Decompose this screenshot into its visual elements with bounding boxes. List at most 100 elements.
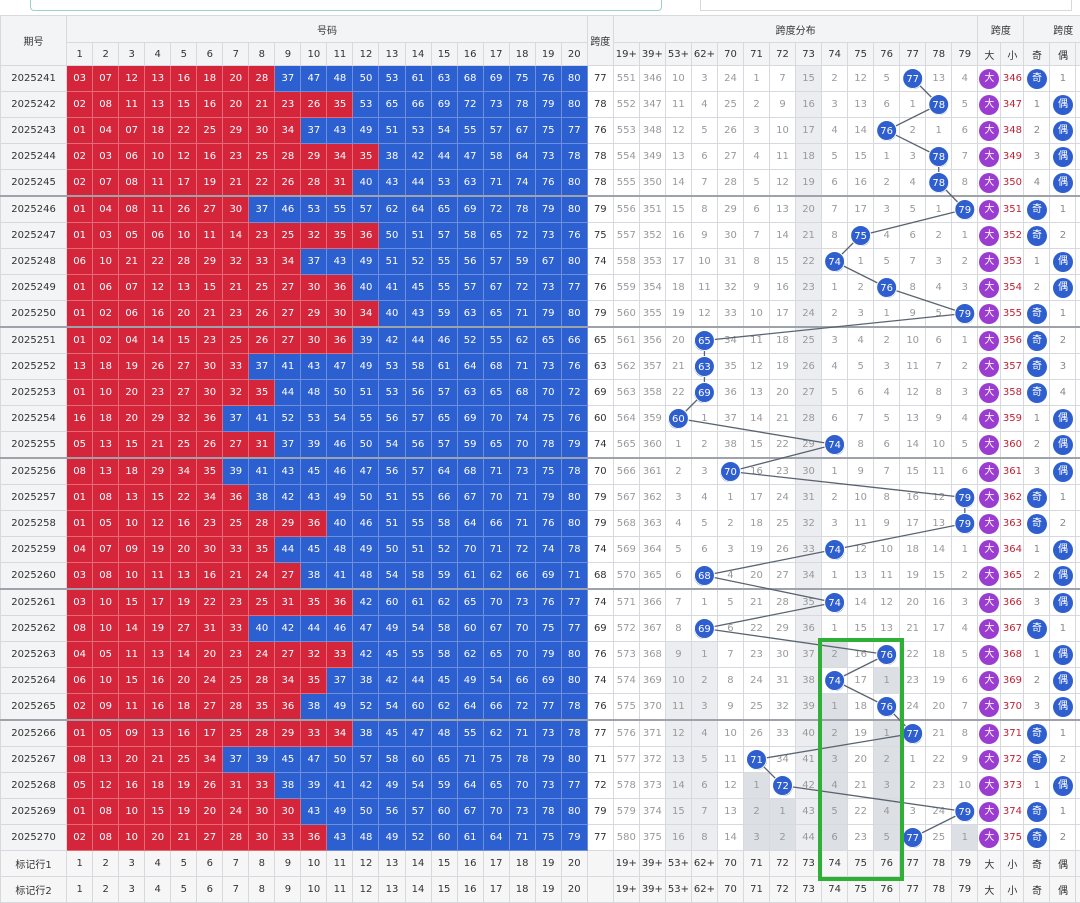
marker-dist-cell[interactable]: 70 — [717, 851, 743, 877]
number-col-header[interactable]: 16 — [457, 43, 483, 66]
marker-number-cell[interactable]: 16 — [457, 851, 483, 877]
marker-number-cell[interactable]: 4 — [145, 851, 171, 877]
marker-number-cell[interactable]: 8 — [249, 851, 275, 877]
marker-number-cell[interactable]: 15 — [431, 851, 457, 877]
marker-dist-cell[interactable]: 75 — [848, 877, 874, 903]
marker-number-cell[interactable]: 1 — [67, 877, 93, 903]
marker-dist-cell[interactable]: 76 — [874, 877, 900, 903]
number-col-header[interactable]: 1 — [67, 43, 93, 66]
marker-oe-cell[interactable]: 偶 — [1050, 851, 1076, 877]
number-col-header[interactable]: 6 — [197, 43, 223, 66]
marker-number-cell[interactable]: 15 — [431, 877, 457, 903]
marker-dist-cell[interactable]: 74 — [822, 877, 848, 903]
marker-number-cell[interactable]: 7 — [223, 851, 249, 877]
number-col-header[interactable]: 15 — [431, 43, 457, 66]
marker-number-cell[interactable]: 2 — [93, 851, 119, 877]
dist-col-header[interactable]: 71 — [743, 43, 769, 66]
marker-number-cell[interactable]: 19 — [535, 851, 561, 877]
marker-bs-cell[interactable]: 小 — [1001, 877, 1024, 903]
dist-col-header[interactable]: 70 — [717, 43, 743, 66]
marker-number-cell[interactable]: 13 — [379, 877, 405, 903]
marker-dist-cell[interactable]: 70 — [717, 877, 743, 903]
marker-oe-cell[interactable]: 奇 — [1024, 851, 1050, 877]
marker-number-cell[interactable]: 10 — [301, 851, 327, 877]
marker-number-cell[interactable]: 1 — [67, 851, 93, 877]
marker-dist-cell[interactable]: 19+ — [613, 851, 639, 877]
marker-number-cell[interactable]: 8 — [249, 877, 275, 903]
marker-bs-cell[interactable]: 大 — [978, 851, 1001, 877]
number-col-header[interactable]: 5 — [171, 43, 197, 66]
dist-col-header[interactable]: 73 — [796, 43, 822, 66]
marker-dist-cell[interactable]: 76 — [874, 851, 900, 877]
marker-number-cell[interactable]: 11 — [327, 851, 353, 877]
dist-col-header[interactable]: 62+ — [691, 43, 717, 66]
marker-number-cell[interactable]: 17 — [483, 851, 509, 877]
marker-oe-cell[interactable]: 奇 — [1024, 877, 1050, 903]
number-col-header[interactable]: 8 — [249, 43, 275, 66]
marker-number-cell[interactable]: 4 — [145, 877, 171, 903]
number-col-header[interactable]: 13 — [379, 43, 405, 66]
marker-number-cell[interactable]: 14 — [405, 877, 431, 903]
marker-oe-cell[interactable]: 偶 — [1050, 877, 1076, 903]
marker-number-cell[interactable]: 17 — [483, 877, 509, 903]
marker-dist-cell[interactable]: 79 — [952, 877, 978, 903]
marker-number-cell[interactable]: 7 — [223, 877, 249, 903]
dist-col-header[interactable]: 79 — [952, 43, 978, 66]
marker-dist-cell[interactable]: 39+ — [639, 877, 665, 903]
marker-number-cell[interactable]: 12 — [353, 851, 379, 877]
marker-number-cell[interactable]: 16 — [457, 877, 483, 903]
number-col-header[interactable]: 20 — [561, 43, 587, 66]
marker-number-cell[interactable]: 19 — [535, 877, 561, 903]
number-col-header[interactable]: 11 — [327, 43, 353, 66]
option-strip[interactable] — [700, 0, 1072, 11]
marker-number-cell[interactable]: 11 — [327, 877, 353, 903]
dist-col-header[interactable]: 76 — [874, 43, 900, 66]
number-col-header[interactable]: 10 — [301, 43, 327, 66]
marker-number-cell[interactable]: 3 — [119, 851, 145, 877]
marker-number-cell[interactable]: 20 — [561, 851, 587, 877]
marker-dist-cell[interactable]: 72 — [770, 877, 796, 903]
number-col-header[interactable]: 9 — [275, 43, 301, 66]
dist-col-header[interactable]: 53+ — [665, 43, 691, 66]
number-col-header[interactable]: 14 — [405, 43, 431, 66]
marker-number-cell[interactable]: 5 — [171, 851, 197, 877]
marker-number-cell[interactable]: 14 — [405, 851, 431, 877]
marker-dist-cell[interactable]: 19+ — [613, 877, 639, 903]
marker-number-cell[interactable]: 9 — [275, 877, 301, 903]
number-col-header[interactable]: 17 — [483, 43, 509, 66]
dist-col-header[interactable]: 77 — [900, 43, 926, 66]
marker-number-cell[interactable]: 20 — [561, 877, 587, 903]
dist-col-header[interactable]: 72 — [770, 43, 796, 66]
marker-number-cell[interactable]: 10 — [301, 877, 327, 903]
marker-dist-cell[interactable]: 39+ — [639, 851, 665, 877]
dist-col-header[interactable]: 78 — [926, 43, 952, 66]
marker-dist-cell[interactable]: 78 — [926, 877, 952, 903]
marker-bs-cell[interactable]: 大 — [978, 877, 1001, 903]
number-col-header[interactable]: 2 — [93, 43, 119, 66]
marker-dist-cell[interactable]: 73 — [796, 877, 822, 903]
marker-dist-cell[interactable]: 78 — [926, 851, 952, 877]
marker-dist-cell[interactable]: 62+ — [691, 851, 717, 877]
number-col-header[interactable]: 18 — [509, 43, 535, 66]
marker-dist-cell[interactable]: 71 — [743, 851, 769, 877]
marker-dist-cell[interactable]: 62+ — [691, 877, 717, 903]
marker-dist-cell[interactable]: 53+ — [665, 877, 691, 903]
marker-bs-cell[interactable]: 小 — [1001, 851, 1024, 877]
dist-col-header[interactable]: 74 — [822, 43, 848, 66]
marker-dist-cell[interactable]: 72 — [770, 851, 796, 877]
dist-col-header[interactable]: 75 — [848, 43, 874, 66]
marker-number-cell[interactable]: 2 — [93, 877, 119, 903]
marker-dist-cell[interactable]: 74 — [822, 851, 848, 877]
marker-dist-cell[interactable]: 77 — [900, 851, 926, 877]
marker-dist-cell[interactable]: 75 — [848, 851, 874, 877]
marker-dist-cell[interactable]: 73 — [796, 851, 822, 877]
number-col-header[interactable]: 7 — [223, 43, 249, 66]
marker-number-cell[interactable]: 9 — [275, 851, 301, 877]
number-col-header[interactable]: 12 — [353, 43, 379, 66]
dist-col-header[interactable]: 19+ — [613, 43, 639, 66]
marker-number-cell[interactable]: 6 — [197, 851, 223, 877]
marker-number-cell[interactable]: 12 — [353, 877, 379, 903]
marker-dist-cell[interactable]: 79 — [952, 851, 978, 877]
marker-number-cell[interactable]: 3 — [119, 877, 145, 903]
marker-number-cell[interactable]: 18 — [509, 877, 535, 903]
